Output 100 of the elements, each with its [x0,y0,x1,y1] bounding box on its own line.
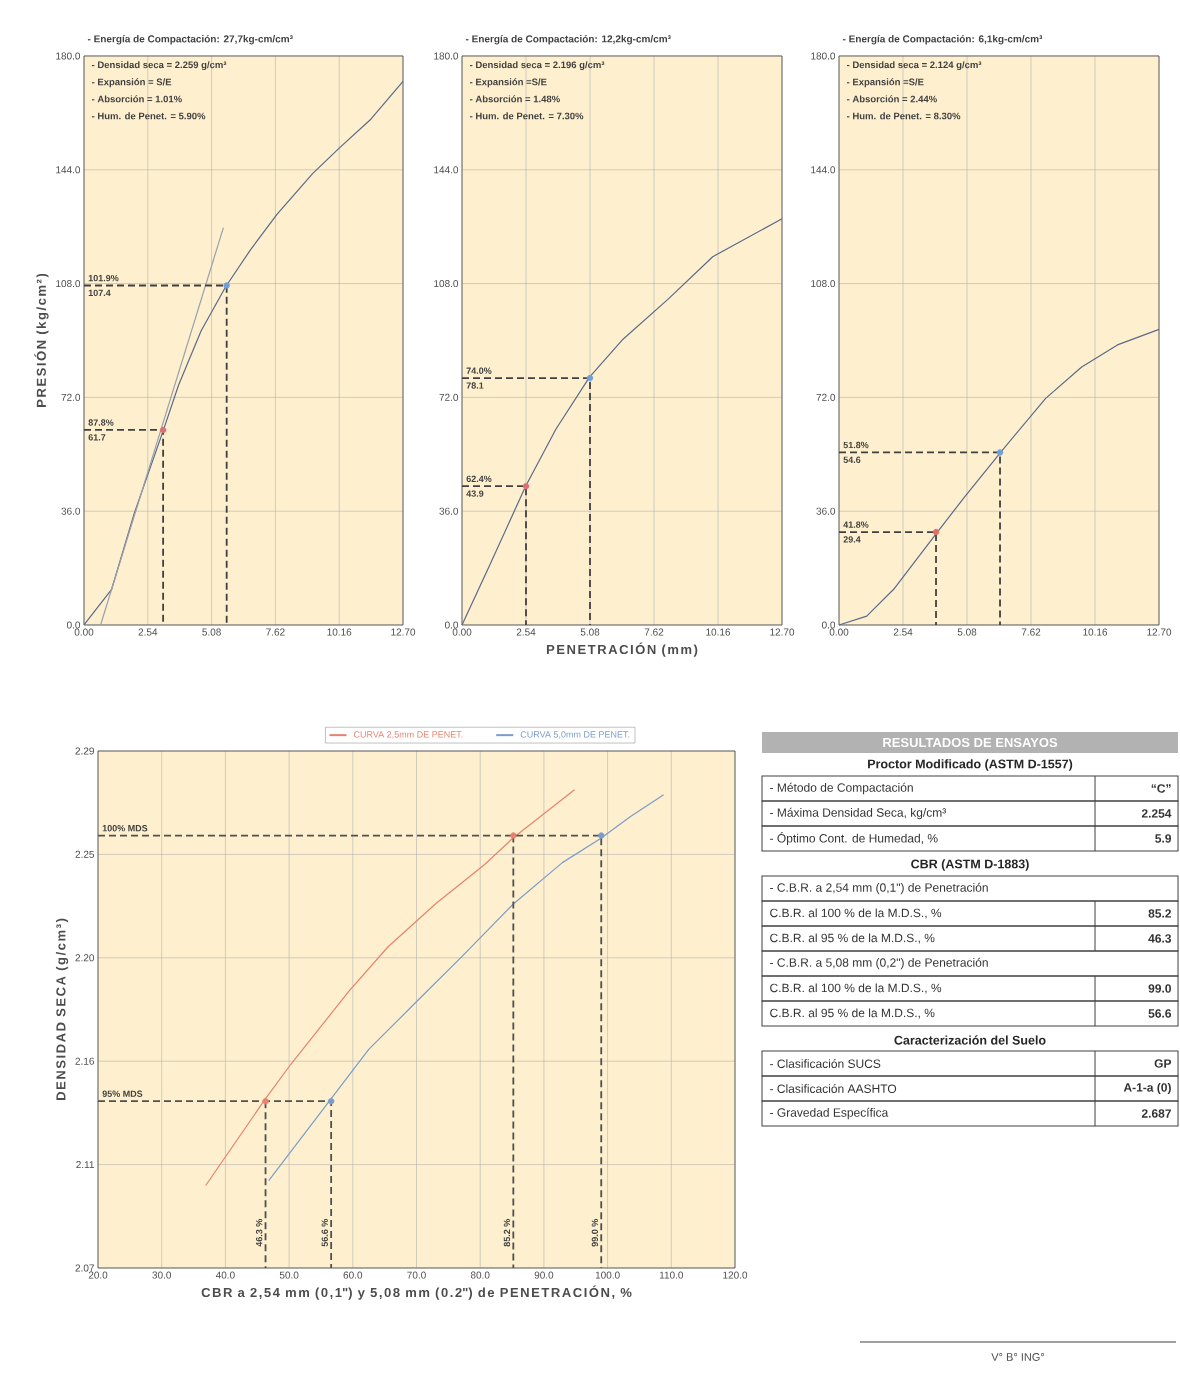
text: 85.2 [1148,909,1171,918]
text: GP [1154,1059,1172,1068]
text: 2.254 [1141,809,1172,818]
y-tick-label: 0.0 [821,621,836,629]
y-tick-label: 108.0 [56,280,81,288]
x-tick-label: 0.00 [74,628,94,636]
annotation: 62.4% [466,475,492,483]
category-label: - C.B.R. a 5,08 mm (0,2") de Penetración [770,957,988,970]
annotation: 41.8% [843,521,869,528]
y-tick-label: 36.0 [61,507,81,515]
category-label: - Clasificación AASHTO [770,1084,897,1093]
text: 2.687 [1141,1109,1171,1118]
y-tick-label: 2.25 [75,850,95,858]
x-tick-label: 2.54 [138,628,158,636]
category-label: - Clasificación SUCS [770,1059,881,1068]
x-tick-label: 50.0 [279,1271,299,1279]
x-axis-title: PENETRACIÓN (mm) [546,642,698,657]
annotation: 56.6 % [321,1218,328,1247]
x-tick-label: 70.0 [407,1271,426,1279]
x-tick-label: 10.16 [1083,628,1108,636]
x-tick-label: 12.70 [770,628,795,636]
x-tick-label: 0.00 [452,628,472,636]
y-tick-label: 144.0 [811,166,836,174]
annotation: - Absorción = 1.01% [91,95,182,103]
text: A-1-a (0) [1123,1082,1171,1095]
annotation: 107.4 [88,289,111,297]
category-label: - C.B.R. a 2,54 mm (0,1") de Penetración [770,882,988,895]
x-tick-label: 120.0 [723,1271,748,1279]
x-tick-label: 2.54 [516,628,536,636]
annotation: 87.8% [88,419,114,426]
y-tick-label: 0.0 [66,621,81,629]
x-tick-label: 12.70 [1147,628,1172,636]
text: Proctor Modificado (ASTM D-1557) [868,759,1073,771]
x-tick-label: 7.62 [1021,628,1041,636]
annotation: - Hum. de Penet. = 5.90% [91,112,206,120]
category-label: C.B.R. al 100 % de la M.D.S., % [770,908,942,919]
y-tick-label: 0.0 [444,621,459,629]
annotation: 54.6 [843,456,861,463]
category-label: - Método de Compactación [770,782,913,795]
annotation: - Densidad seca = 2.259 g/cm³ [91,61,227,71]
annotation: - Expansión =S/E [469,78,547,88]
annotation: 74.0% [466,367,492,374]
category-label: C.B.R. al 95 % de la M.D.S., % [770,1008,935,1019]
text: 46.3 [1148,934,1172,943]
annotation: 51.8% [843,441,869,449]
x-tick-label: 110.0 [659,1271,684,1279]
y-tick-label: 180.0 [434,52,459,60]
chart-title: - Energía de Compactación: 12,2kg-cm/cm³ [465,34,671,45]
annotation: 85.2 % [503,1218,511,1247]
annotation: 61.7 [88,434,106,441]
y-tick-label: 108.0 [434,280,459,288]
text: V° B° ING° [991,1353,1045,1361]
y-tick-label: 144.0 [434,166,459,174]
y-tick-label: 36.0 [816,507,836,515]
text: “C” [1151,784,1171,793]
x-tick-label: 90.0 [534,1271,554,1279]
annotation: - Absorción = 2.44% [846,95,937,103]
chart-title: - Energía de Compactación: 27,7kg-cm/cm³ [87,34,293,45]
annotation: 101.9% [88,274,119,282]
y-tick-label: 108.0 [811,280,836,288]
y-axis-title: DENSIDAD SECA (g/cm³) [55,918,69,1100]
annotation: - Absorción = 1.48% [469,95,560,103]
annotation: - Hum. de Penet. = 7.30% [469,112,584,120]
y-tick-label: 2.29 [75,747,94,755]
y-tick-label: 144.0 [56,166,81,174]
x-tick-label: 5.08 [202,628,221,636]
category-label: - Gravedad Específica [770,1107,889,1120]
x-tick-label: 5.08 [580,628,600,636]
y-tick-label: 2.16 [75,1057,95,1065]
x-tick-label: 80.0 [470,1271,490,1279]
category-label: - Óptimo Cont. de Humedad, % [770,832,938,845]
annotation: 43.9 [466,490,484,497]
x-tick-label: 5.08 [957,628,977,636]
annotation: - Densidad seca = 2.196 g/cm³ [469,61,605,71]
legend-label: CURVA 2,5mm DE PENET. [353,731,463,739]
category-label: C.B.R. al 95 % de la M.D.S., % [770,933,935,944]
x-tick-label: 40.0 [215,1271,235,1279]
x-tick-label: 10.16 [327,628,352,636]
y-tick-label: 180.0 [56,52,81,60]
category-label: - Máxima Densidad Seca, kg/cm³ [770,807,947,820]
x-tick-label: 20.0 [88,1271,108,1279]
x-tick-label: 0.00 [829,628,849,636]
x-tick-label: 30.0 [152,1271,172,1279]
y-tick-label: 72.0 [61,393,81,401]
x-tick-label: 2.54 [893,628,913,636]
annotation: 95% MDS [102,1090,143,1097]
y-tick-label: 2.20 [75,954,95,962]
y-tick-label: 72.0 [439,393,459,401]
annotation: 46.3 % [255,1218,263,1247]
x-tick-label: 100.0 [595,1271,620,1279]
y-axis-title: PRESIÓN (kg/cm²) [34,273,49,407]
x-tick-label: 7.62 [644,628,664,636]
y-tick-label: 2.11 [76,1161,94,1169]
annotation: - Expansión = S/E [91,78,172,88]
annotation: 100% MDS [102,825,148,832]
text: 99.0 [1148,984,1171,993]
text: Caracterización del Suelo [894,1035,1046,1045]
x-tick-label: 12.70 [391,628,416,636]
annotation: - Densidad seca = 2.124 g/cm³ [846,61,982,71]
x-axis-title: CBR a 2,54 mm (0,1") y 5,08 mm (0.2") de PENETRACIÓN, % [201,1285,632,1300]
